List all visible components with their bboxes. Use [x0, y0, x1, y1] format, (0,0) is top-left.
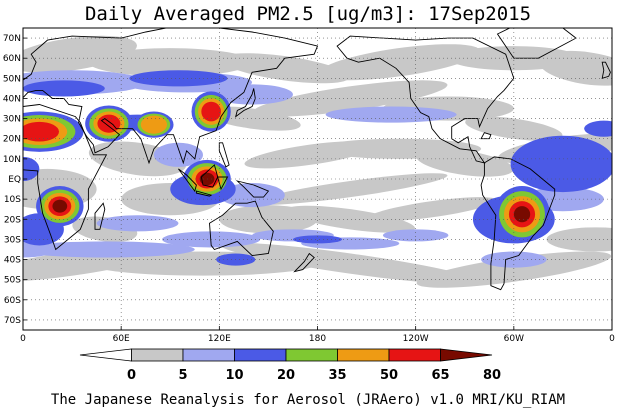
- new-guinea-coastline: [235, 180, 270, 198]
- map-title: Daily Averaged PM2.5 [ug/m3]: 17Sep2015: [85, 3, 531, 25]
- colorbar-label-50: 50: [380, 368, 398, 383]
- lon-label-60W-5: 60W: [504, 334, 524, 344]
- footer-credit: The Japanese Reanalysis for Aerosol (JRA…: [51, 392, 565, 408]
- gray-band-11: [416, 149, 514, 177]
- colorbar: 0 5 10 20 35 50 65 80: [79, 348, 501, 383]
- light-blue-10: [325, 106, 457, 123]
- hotspot-northern-india-lvl5: [140, 115, 167, 134]
- colorbar-segment-3: [234, 348, 287, 362]
- sulawesi-coastline: [217, 176, 229, 191]
- mid-blue-10: [584, 120, 612, 137]
- greenland-coastline: [496, 28, 577, 59]
- lat-label-60S: 60S: [4, 296, 21, 306]
- lat-label-30N: 30N: [3, 115, 21, 125]
- colorbar-segment-4: [285, 348, 338, 362]
- colorbar-label-65: 65: [431, 368, 449, 383]
- gray-band-12: [253, 173, 448, 205]
- hotspot-middle-east-dust-lvl6: [97, 114, 121, 133]
- lat-label-40S: 40S: [4, 256, 21, 266]
- latitude-tick-labels: 70N 60N 50N 40N 30N 20N 10N EQ 10S 20S 30S 40S 50S 60…: [3, 34, 27, 326]
- hotspot-tropical-atlantic-lvl3: [510, 135, 612, 193]
- philippines-coastline: [218, 142, 230, 168]
- colorbar-label-20: 20: [277, 368, 295, 383]
- sumatra-coastline: [178, 168, 197, 193]
- lon-label-120E-2: 120E: [208, 334, 231, 344]
- lon-label-120W-4: 120W: [403, 334, 429, 344]
- colorbar-label-0: 0: [127, 368, 136, 383]
- lat-label-10N: 10N: [3, 155, 21, 165]
- cuba-coastline: [480, 132, 492, 140]
- colorbar-label-35: 35: [328, 368, 346, 383]
- new-zealand-coastline: [293, 252, 315, 273]
- hotspot-east-china-lvl6: [201, 101, 221, 122]
- pm25-field-layer: [23, 35, 612, 288]
- lat-label-20N: 20N: [3, 135, 21, 145]
- lat-label-20S: 20S: [4, 215, 21, 225]
- lat-label-10S: 10S: [4, 195, 21, 205]
- south-america-coastline: [480, 156, 556, 291]
- longitude-tick-labels: 0 60E 120E 180 120W 60W 0: [20, 326, 615, 344]
- colorbar-label-5: 5: [178, 368, 187, 383]
- uk-coastline: [601, 61, 611, 79]
- light-blue-4: [96, 215, 179, 232]
- gray-band-1: [88, 48, 253, 77]
- lon-label-180-3: 180: [309, 334, 326, 344]
- eurasia-coastline: [23, 28, 319, 165]
- map-area: [22, 27, 613, 331]
- mid-blue-6: [23, 156, 40, 182]
- colorbar-segment-6: [388, 348, 441, 362]
- lat-label-60N: 60N: [3, 54, 21, 64]
- hotspot-sahara-dust-lvl6: [23, 121, 59, 142]
- mid-blue-1: [129, 70, 228, 87]
- gray-band-20: [220, 242, 480, 285]
- hotspot-south-america-fire-lvl7: [513, 206, 531, 223]
- colorbar-segment-0: [79, 348, 132, 362]
- lon-label-0-0: 0: [20, 334, 26, 344]
- mid-blue-8: [292, 235, 343, 244]
- gray-band-2: [219, 53, 350, 84]
- hotspot-central-africa-biomass-lvl7: [52, 199, 68, 213]
- lat-label-50S: 50S: [4, 276, 21, 286]
- north-america-coastline: [336, 35, 515, 164]
- light-blue-13: [23, 241, 56, 258]
- light-blue-9: [382, 229, 449, 242]
- lat-label-40N: 40N: [3, 94, 21, 104]
- lat-label-30S: 30S: [4, 235, 21, 245]
- lon-label-0-6: 0: [609, 334, 615, 344]
- light-blue-3: [23, 241, 195, 258]
- light-blue-14: [481, 251, 547, 268]
- australia-coastline: [209, 200, 274, 256]
- borneo-coastline: [200, 164, 219, 188]
- mid-blue-0: [23, 80, 105, 97]
- gray-band-15: [367, 197, 497, 222]
- colorbar-segment-1: [131, 348, 184, 362]
- gray-band-6: [252, 80, 448, 117]
- colorbar-label-80: 80: [483, 368, 501, 383]
- coastline-layer: [23, 28, 611, 291]
- japan-coastline: [234, 88, 256, 118]
- lat-label-70N: 70N: [3, 34, 21, 44]
- gray-band-3: [318, 44, 481, 81]
- lat-label-50N: 50N: [3, 74, 21, 84]
- colorbar-segment-5: [337, 348, 390, 362]
- colorbar-label-10: 10: [225, 368, 243, 383]
- madagascar-coastline: [94, 202, 106, 230]
- lat-label-70S: 70S: [4, 316, 21, 326]
- lat-label-EQ: EQ: [8, 175, 21, 185]
- colorbar-segment-7: [440, 348, 493, 362]
- java-coastline: [195, 190, 213, 197]
- africa-coastline: [23, 104, 108, 251]
- gray-band-21: [416, 251, 612, 288]
- gray-band-14: [285, 205, 416, 233]
- light-blue-15: [153, 142, 203, 167]
- lon-label-60E-1: 60E: [113, 334, 130, 344]
- colorbar-segment-2: [182, 348, 235, 362]
